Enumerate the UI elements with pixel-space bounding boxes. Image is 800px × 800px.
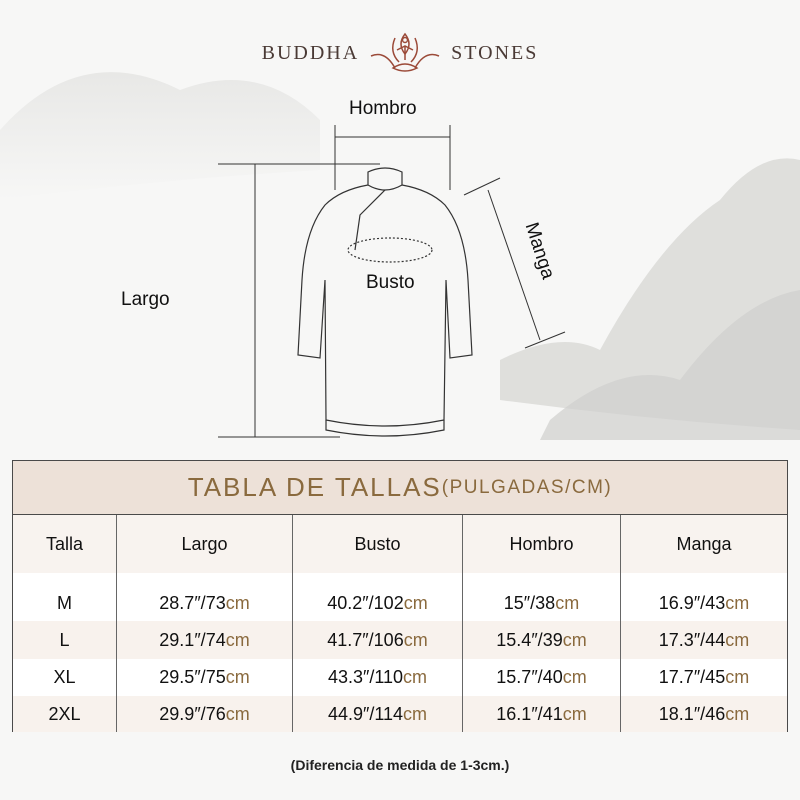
cm-unit: cm	[225, 629, 250, 650]
hombro-label: Hombro	[349, 98, 417, 119]
measure-cell: 44.9″/114 cm	[293, 696, 463, 732]
mountain-background	[0, 72, 800, 440]
column-header: Busto	[293, 515, 463, 573]
cm-unit: cm	[403, 592, 428, 613]
inch-value: 43.3″/110	[327, 667, 404, 687]
brand-right: STONES	[451, 41, 539, 64]
cm-unit: cm	[725, 703, 750, 724]
column-header: Manga	[621, 515, 787, 573]
table-grid: Talla Largo Busto Hombro Manga M 28.7″/73 cm 40.…	[13, 515, 787, 732]
inch-value: 40.2″/102	[327, 592, 404, 613]
title-text: TABLA DE TALLAS	[187, 472, 442, 502]
cm-unit: cm	[562, 703, 587, 724]
inch-value: 41.7″/106	[327, 629, 404, 650]
measure-cell: 16.9″/43 cm	[621, 573, 787, 621]
size-cell: 2XL	[13, 696, 117, 732]
measure-cell: 15.4″/39 cm	[463, 621, 621, 659]
measure-cell: 41.7″/106 cm	[293, 621, 463, 659]
measure-cell: 15.7″/40 cm	[463, 659, 621, 696]
measure-cell: 29.1″/74 cm	[117, 621, 293, 659]
cm-unit: cm	[403, 667, 428, 687]
measure-cell: 17.7″/45 cm	[621, 659, 787, 696]
measure-cell: 28.7″/73 cm	[117, 573, 293, 621]
inch-value: 17.3″/44	[658, 629, 726, 650]
cm-unit: cm	[225, 703, 250, 724]
inch-value: 29.9″/76	[159, 703, 226, 724]
measure-cell: 40.2″/102 cm	[293, 573, 463, 621]
inch-value: 16.9″/43	[658, 592, 726, 613]
column-header: Hombro	[463, 515, 621, 573]
inch-value: 15.4″/39	[496, 629, 563, 650]
inch-value: 16.1″/41	[496, 703, 563, 724]
measure-cell: 17.3″/44 cm	[621, 621, 787, 659]
measurement-note: (Diferencia de medida de 1-3cm.)	[290, 757, 510, 773]
inch-value: 44.9″/114	[327, 703, 404, 724]
column-header: Largo	[117, 515, 293, 573]
brand-logo: BUDDHA STONES	[0, 30, 800, 76]
measure-cell: 43.3″/110 cm	[293, 659, 463, 696]
measure-cell: 15″/38 cm	[463, 573, 621, 621]
cm-unit: cm	[225, 667, 250, 687]
measure-cell: 29.5″/75 cm	[117, 659, 293, 696]
cm-unit: cm	[225, 592, 250, 613]
column-header: Talla	[13, 515, 117, 573]
dress-diagram	[218, 125, 566, 438]
cm-unit: cm	[725, 629, 750, 650]
inch-value: 29.1″/74	[159, 629, 226, 650]
title-units: (PULGADAS/CM)	[441, 476, 613, 498]
cm-unit: cm	[562, 667, 587, 687]
cm-unit: cm	[725, 667, 750, 687]
cm-unit: cm	[725, 592, 750, 613]
inch-value: 28.7″/73	[159, 592, 226, 613]
inch-value: 17.7″/45	[658, 667, 726, 687]
measure-cell: 29.9″/76 cm	[117, 696, 293, 732]
inch-value: 15″/38	[503, 592, 556, 613]
measure-cell: 16.1″/41 cm	[463, 696, 621, 732]
size-table: TABLA DE TALLAS (PULGADAS/CM) Talla Largo B…	[12, 460, 788, 732]
lotus-meditation-icon	[370, 32, 440, 72]
largo-label: Largo	[121, 289, 170, 310]
measure-cell: 18.1″/46 cm	[621, 696, 787, 732]
size-cell: M	[13, 573, 117, 621]
cm-unit: cm	[403, 703, 428, 724]
size-cell: L	[13, 621, 117, 659]
inch-value: 29.5″/75	[159, 667, 226, 687]
inch-value: 18.1″/46	[658, 703, 726, 724]
cm-unit: cm	[555, 592, 580, 613]
cm-unit: cm	[403, 629, 428, 650]
cm-unit: cm	[562, 629, 587, 650]
brand-left: BUDDHA	[261, 41, 360, 64]
busto-label: Busto	[366, 272, 415, 293]
table-title: TABLA DE TALLAS (PULGADAS/CM)	[13, 461, 787, 515]
size-cell: XL	[13, 659, 117, 696]
inch-value: 15.7″/40	[496, 667, 563, 687]
